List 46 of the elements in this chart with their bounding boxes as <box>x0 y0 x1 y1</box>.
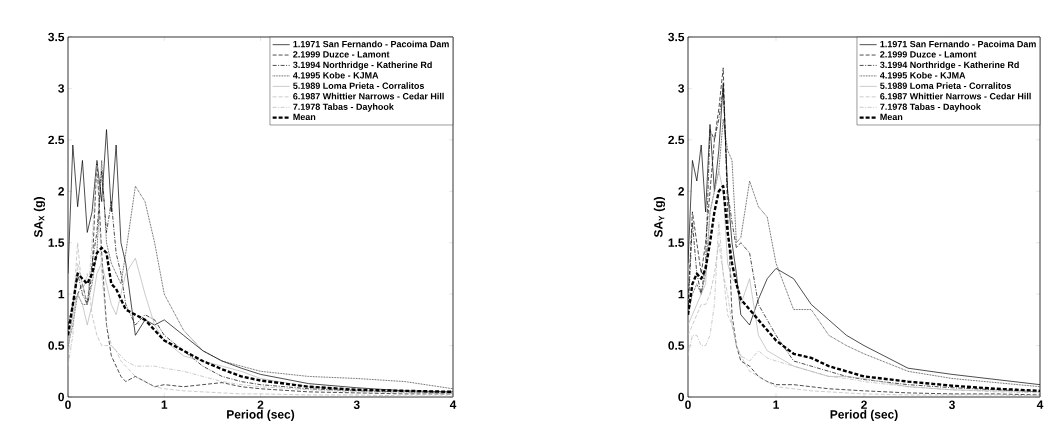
x-tick-label: 2 <box>257 400 264 409</box>
legend-label: 4.1995 Kobe - KJMA <box>292 71 379 79</box>
legend-label: 7.1978 Tabas - Dayhook <box>880 103 981 112</box>
legend-label: 5.1989 Loma Prieta - Corralitos <box>293 82 425 89</box>
y-tick-label: 1 <box>58 290 65 299</box>
x-tick-label: 3 <box>948 400 955 410</box>
legend-label: 1.1971 San Fernando - Pacoima Dam <box>293 40 449 48</box>
x-tick-label: 4 <box>1036 400 1044 409</box>
legend-label: 7.1978 Tabas - Dayhook <box>293 103 394 112</box>
y-tick-label: 1.5 <box>48 238 65 247</box>
x-tick-label: 1 <box>773 400 779 409</box>
y-tick-label: 2 <box>58 187 65 196</box>
legend-label: 2.1999 Duzce - Lamont <box>293 51 390 58</box>
legend-label: 6.1987 Whittier Narrows - Cedar Hill <box>880 92 1031 100</box>
y-tick-label: 0.5 <box>668 341 685 350</box>
y-axis-title: SA$_{X}$ (g) <box>33 197 46 238</box>
x-axis-title: Period (sec) <box>227 409 295 422</box>
x-tick-label: 3 <box>353 400 360 410</box>
legend-label: 3.1994 Northridge - Katherine Rd <box>880 61 1019 70</box>
y-tick-label: 1 <box>678 290 685 299</box>
legend-label: 6.1987 Whittier Narrows - Cedar Hill <box>293 92 444 100</box>
legend-label: 1.1971 San Fernando - Pacoima Dam <box>880 40 1036 48</box>
y-tick-label: 2 <box>678 187 685 196</box>
y-tick-label: 0 <box>58 392 64 402</box>
x-tick-label: 4 <box>449 400 457 409</box>
y-tick-label: 0 <box>678 392 684 402</box>
y-tick-label: 2.5 <box>48 135 65 145</box>
legend-label: Mean <box>880 113 903 121</box>
x-tick-label: 2 <box>861 400 867 409</box>
legend-label: 4.1995 Kobe - KJMA <box>879 71 966 79</box>
x-tick-label: 0 <box>685 400 691 409</box>
y-tick-label: 3.5 <box>48 32 65 42</box>
legend-label: Mean <box>293 113 316 121</box>
legend-label: 5.1989 Loma Prieta - Corralitos <box>880 82 1012 89</box>
x-tick-label: 1 <box>161 400 168 409</box>
y-tick-label: 3 <box>678 84 685 93</box>
y-tick-label: 3 <box>58 84 65 93</box>
legend-label: 3.1994 Northridge - Katherine Rd <box>293 61 432 70</box>
y-tick-label: 2.5 <box>668 135 685 145</box>
y-axis-title: SA$_{Y}$ (g) <box>653 197 666 238</box>
y-tick-label: 1.5 <box>668 238 685 247</box>
x-axis-title: Period (sec) <box>830 409 898 422</box>
x-tick-label: 0 <box>65 400 71 409</box>
legend-label: 2.1999 Duzce - Lamont <box>880 51 977 58</box>
y-tick-label: 3.5 <box>668 32 685 42</box>
y-tick-label: 0.5 <box>48 341 65 350</box>
